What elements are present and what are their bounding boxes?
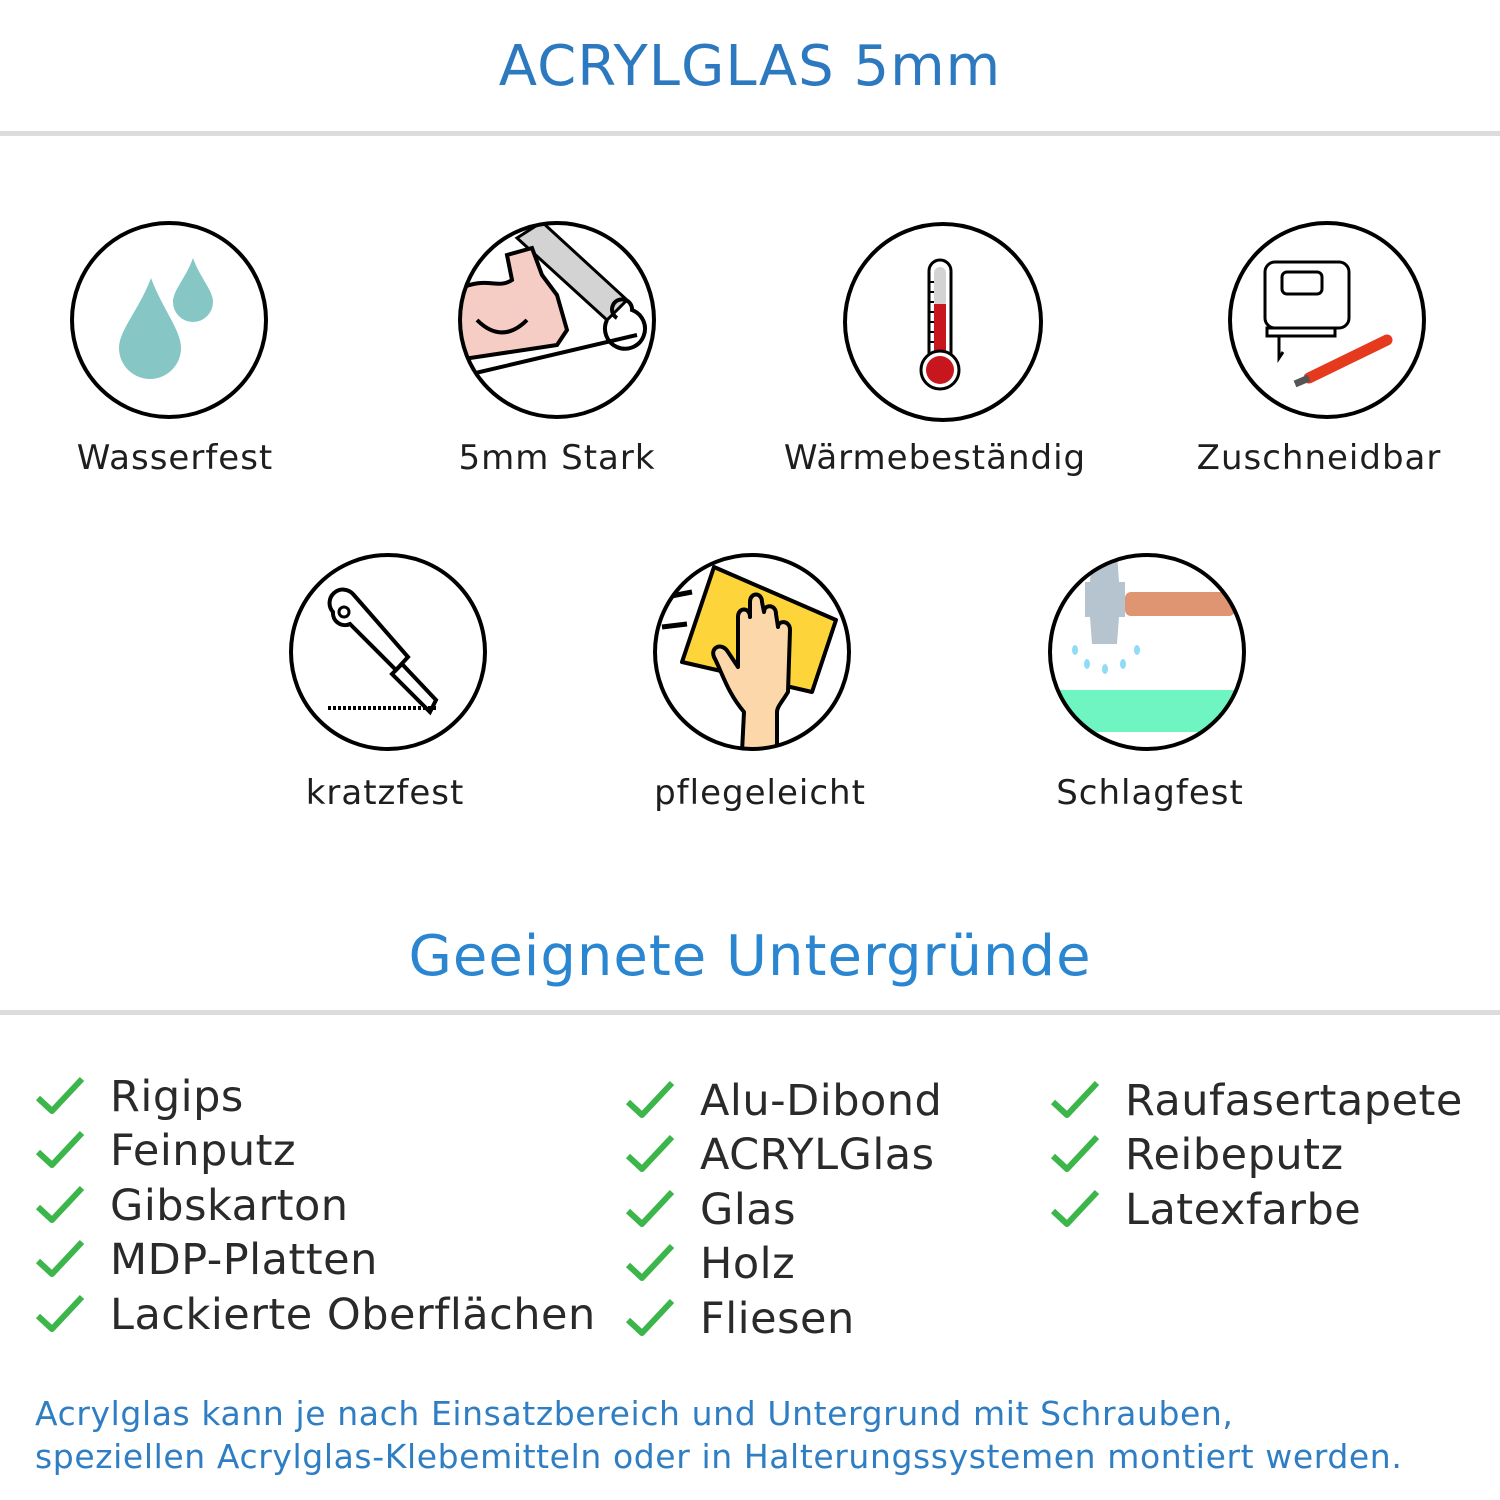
surface-item: Latexfarbe: [1050, 1183, 1500, 1237]
surface-item: Rigips: [35, 1070, 495, 1124]
footer-line-2: speziellen Acrylglas-Klebemitteln oder i…: [35, 1437, 1403, 1476]
surface-item: Holz: [625, 1237, 1085, 1291]
feature-label-wasserfest: Wasserfest: [76, 438, 274, 478]
surface-item: Alu-Dibond: [625, 1074, 1085, 1128]
surface-label: Glas: [700, 1185, 797, 1235]
surface-label: Rigips: [110, 1072, 244, 1122]
surfaces-title: Geeignete Untergründe: [408, 924, 1092, 989]
divider: [0, 131, 1500, 136]
surface-item: Raufasertapete: [1050, 1074, 1500, 1128]
checkmark-icon: [35, 1076, 85, 1114]
surface-label: Reibeputz: [1125, 1130, 1344, 1180]
feature-label-zuschneidbar: Zuschneidbar: [1196, 438, 1442, 478]
surface-item: Feinputz: [35, 1124, 495, 1178]
surface-item: MDP-Platten: [35, 1233, 495, 1287]
checkmark-icon: [35, 1185, 85, 1223]
checkmark-icon: [625, 1080, 675, 1118]
checkmark-icon: [35, 1294, 85, 1332]
surface-label: ACRYLGlas: [700, 1130, 935, 1180]
footer-line-1: Acrylglas kann je nach Einsatzbereich un…: [35, 1394, 1234, 1433]
surface-label: Feinputz: [110, 1126, 297, 1176]
feature-label-5mm-stark: 5mm Stark: [458, 438, 656, 478]
box-cutter-icon: [289, 553, 487, 751]
surface-item: ACRYLGlas: [625, 1128, 1085, 1182]
water-drops-icon: [70, 221, 268, 419]
feature-label-schlagfest: Schlagfest: [1056, 773, 1244, 813]
checkmark-icon: [625, 1189, 675, 1227]
surface-item: Fliesen: [625, 1292, 1085, 1346]
surface-label: Gibskarton: [110, 1181, 349, 1231]
checkmark-icon: [1050, 1134, 1100, 1172]
surface-label: Fliesen: [700, 1294, 855, 1344]
feature-label-kratzfest: kratzfest: [305, 773, 465, 813]
surface-label: Alu-Dibond: [700, 1076, 943, 1126]
divider: [0, 1010, 1500, 1015]
surface-label: Raufasertapete: [1125, 1076, 1463, 1126]
surface-label: Latexfarbe: [1125, 1185, 1362, 1235]
cleaning-hand-icon: [653, 553, 851, 751]
checkmark-icon: [625, 1298, 675, 1336]
strong-arm-icon: [458, 221, 656, 419]
feature-label-waermebestaendig: Wärmebeständig: [783, 438, 1087, 478]
checkmark-icon: [625, 1243, 675, 1281]
surface-item: Glas: [625, 1183, 1085, 1237]
checkmark-icon: [625, 1134, 675, 1172]
page-title: ACRYLGLAS 5mm: [498, 34, 1002, 99]
surface-item: Lackierte Oberflächen: [35, 1288, 595, 1342]
checkmark-icon: [35, 1239, 85, 1277]
surface-item: Reibeputz: [1050, 1128, 1500, 1182]
surface-label: Holz: [700, 1239, 796, 1289]
surface-label: MDP-Platten: [110, 1235, 378, 1285]
surface-label: Lackierte Oberflächen: [110, 1290, 596, 1340]
surface-item: Gibskarton: [35, 1179, 495, 1233]
checkmark-icon: [1050, 1080, 1100, 1118]
checkmark-icon: [1050, 1189, 1100, 1227]
jigsaw-cutter-icon: [1228, 221, 1426, 419]
feature-label-pflegeleicht: pflegeleicht: [654, 773, 866, 813]
thermometer-icon: [843, 222, 1043, 422]
checkmark-icon: [35, 1130, 85, 1168]
hammer-icon: [1048, 553, 1246, 751]
